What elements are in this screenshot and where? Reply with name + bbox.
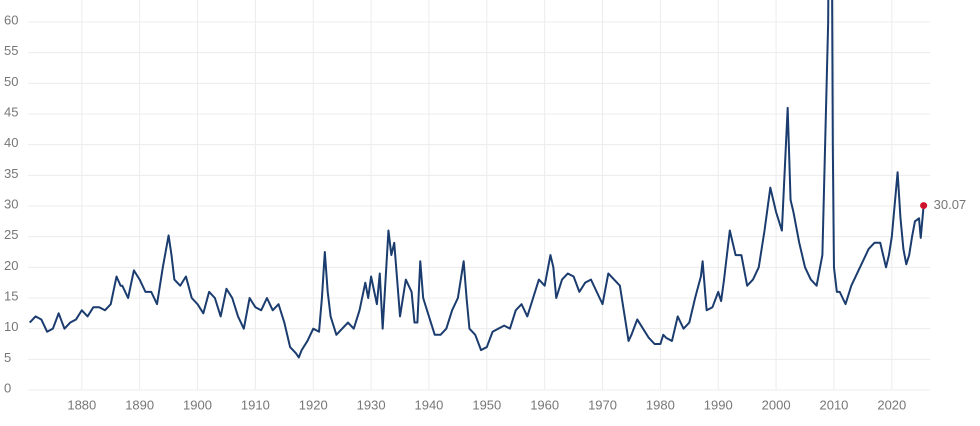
y-tick-label: 5	[4, 350, 11, 365]
x-tick-label: 1990	[704, 397, 733, 412]
y-tick-label: 15	[4, 288, 18, 303]
x-tick-label: 1900	[183, 397, 212, 412]
x-tick-label: 1930	[357, 397, 386, 412]
line-series	[29, 0, 925, 359]
y-tick-label: 60	[4, 12, 18, 27]
y-tick-label: 0	[4, 380, 11, 395]
y-tick-label: 10	[4, 319, 18, 334]
y-tick-label: 35	[4, 166, 18, 181]
x-tick-label: 1910	[241, 397, 270, 412]
y-tick-label: 40	[4, 135, 18, 150]
y-tick-label: 30	[4, 196, 18, 211]
y-tick-label: 45	[4, 104, 18, 119]
y-tick-label: 25	[4, 227, 18, 242]
x-tick-label: 1970	[588, 397, 617, 412]
x-tick-label: 1880	[67, 397, 96, 412]
y-tick-label: 55	[4, 43, 18, 58]
last-point	[920, 202, 928, 210]
x-tick-label: 1960	[530, 397, 559, 412]
last-value-label: 30.07	[934, 197, 967, 212]
x-tick-label: 2000	[762, 397, 791, 412]
x-tick-label: 1890	[125, 397, 154, 412]
x-tick-label: 1950	[472, 397, 501, 412]
x-tick-label: 2020	[877, 397, 906, 412]
x-tick-label: 1920	[299, 397, 328, 412]
x-tick-label: 1980	[646, 397, 675, 412]
y-tick-label: 20	[4, 258, 18, 273]
x-tick-label: 2010	[819, 397, 848, 412]
y-tick-label: 50	[4, 74, 18, 89]
x-tick-label: 1940	[414, 397, 443, 412]
